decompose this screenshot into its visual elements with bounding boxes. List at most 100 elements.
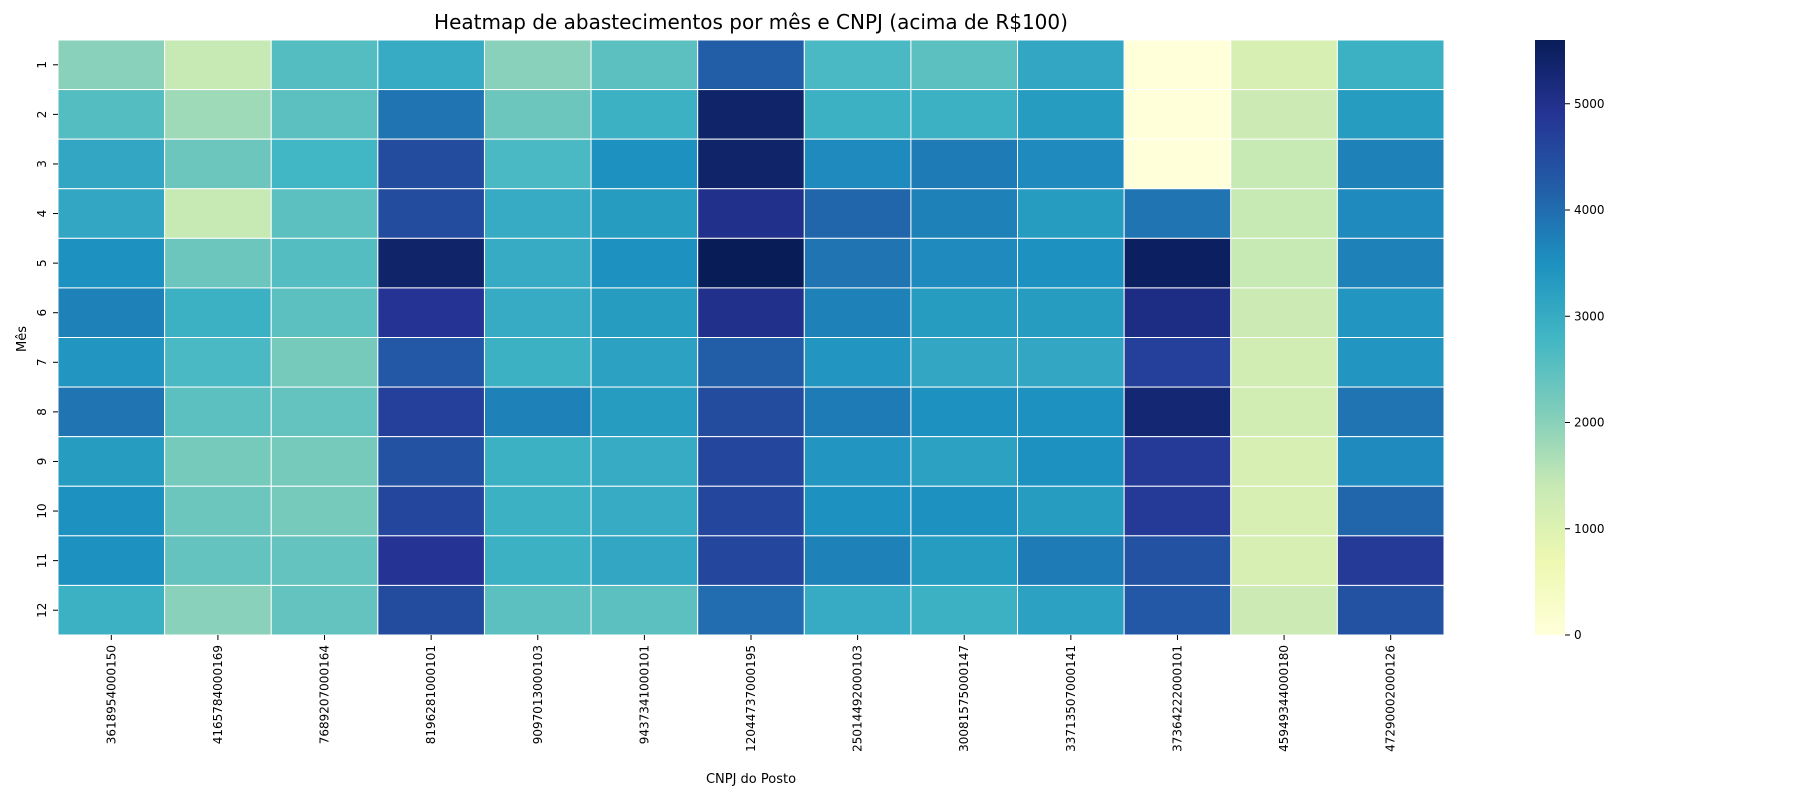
heatmap-cell bbox=[1230, 39, 1338, 91]
heatmap-cell bbox=[803, 485, 912, 537]
heatmap-cell bbox=[1230, 386, 1338, 438]
heatmap-cell bbox=[270, 485, 379, 537]
heatmap-cell bbox=[164, 89, 272, 140]
chart-title: Heatmap de abastecimentos por mês e CNPJ… bbox=[434, 10, 1068, 34]
heatmap-cell bbox=[1123, 287, 1232, 338]
heatmap-cell bbox=[377, 287, 485, 338]
heatmap-cell bbox=[910, 138, 1019, 190]
heatmap-cell bbox=[910, 89, 1019, 140]
heatmap-cell bbox=[483, 485, 592, 537]
colorbar-tick-label: 1000 bbox=[1574, 522, 1605, 536]
heatmap-cell bbox=[910, 237, 1019, 289]
heatmap-cell bbox=[270, 188, 379, 239]
heatmap-cell bbox=[1017, 386, 1125, 438]
heatmap-cell bbox=[910, 386, 1019, 438]
y-tick-label: 7 bbox=[35, 358, 49, 366]
x-tick-label: 33713507000141 bbox=[1064, 645, 1078, 752]
heatmap-cell bbox=[1230, 485, 1338, 537]
heatmap-cell bbox=[1017, 188, 1125, 239]
y-tick-label: 5 bbox=[35, 259, 49, 267]
heatmap-cell bbox=[483, 287, 592, 338]
heatmap-cell bbox=[1123, 138, 1232, 190]
heatmap-cell bbox=[697, 138, 805, 190]
heatmap-cell bbox=[377, 39, 485, 91]
heatmap-cell bbox=[1017, 436, 1125, 487]
heatmap-cell bbox=[590, 188, 699, 239]
heatmap-cell bbox=[483, 138, 592, 190]
heatmap-cell bbox=[697, 485, 805, 537]
heatmap-cell bbox=[1123, 535, 1232, 586]
heatmap-cell bbox=[483, 584, 592, 636]
heatmap-cell bbox=[377, 237, 485, 289]
x-tick-label: 37364222000101 bbox=[1170, 645, 1184, 752]
heatmap-cell bbox=[910, 436, 1019, 487]
heatmap-cell bbox=[1336, 386, 1445, 438]
heatmap-cell bbox=[483, 237, 592, 289]
heatmap-cell bbox=[590, 436, 699, 487]
heatmap-cell bbox=[1230, 436, 1338, 487]
heatmap-cell bbox=[270, 39, 379, 91]
heatmap-cell bbox=[164, 287, 272, 338]
heatmap-cell bbox=[1336, 337, 1445, 388]
heatmap-cell bbox=[803, 436, 912, 487]
heatmap-cell bbox=[270, 287, 379, 338]
heatmap-cell bbox=[270, 535, 379, 586]
heatmap-cell bbox=[1017, 337, 1125, 388]
heatmap-cell bbox=[910, 188, 1019, 239]
heatmap-cell bbox=[1017, 584, 1125, 636]
heatmap-cell bbox=[803, 287, 912, 338]
heatmap-cell bbox=[697, 188, 805, 239]
heatmap-cell bbox=[1123, 237, 1232, 289]
colorbar-tick-label: 4000 bbox=[1574, 203, 1605, 217]
heatmap-cell bbox=[1017, 485, 1125, 537]
heatmap-cell bbox=[697, 535, 805, 586]
heatmap-cell bbox=[483, 436, 592, 487]
heatmap-cell bbox=[590, 535, 699, 586]
colorbar-tick-label: 0 bbox=[1574, 628, 1582, 642]
colorbar-gradient bbox=[1535, 40, 1565, 635]
heatmap-cell bbox=[910, 485, 1019, 537]
heatmap-cell bbox=[590, 386, 699, 438]
heatmap-cell bbox=[697, 89, 805, 140]
heatmap-cell bbox=[697, 287, 805, 338]
colorbar: 0 1000 2000 3000 4000 5000 bbox=[1535, 40, 1605, 642]
heatmap-cell bbox=[1230, 337, 1338, 388]
heatmap-cell bbox=[1230, 287, 1338, 338]
heatmap-cell bbox=[1017, 535, 1125, 586]
heatmap-cell bbox=[377, 485, 485, 537]
heatmap-cell bbox=[803, 535, 912, 586]
heatmap-cell bbox=[1230, 138, 1338, 190]
heatmap-cell bbox=[377, 138, 485, 190]
heatmap-cell bbox=[483, 89, 592, 140]
heatmap-cell bbox=[1336, 89, 1445, 140]
heatmap-cell bbox=[910, 287, 1019, 338]
heatmap-cell bbox=[377, 584, 485, 636]
heatmap-cell bbox=[1336, 138, 1445, 190]
x-tick-label: 45949344000180 bbox=[1277, 645, 1291, 752]
heatmap-cell bbox=[1017, 39, 1125, 91]
x-tick-label: 3618954000150 bbox=[104, 645, 118, 744]
heatmap-cell bbox=[164, 337, 272, 388]
heatmap-cell bbox=[1230, 535, 1338, 586]
heatmap-cell bbox=[57, 287, 166, 338]
heatmap-cell bbox=[1123, 386, 1232, 438]
heatmap-cell bbox=[270, 386, 379, 438]
y-tick-label: 4 bbox=[35, 210, 49, 218]
heatmap-cell bbox=[1230, 188, 1338, 239]
heatmap-cell bbox=[57, 535, 166, 586]
heatmap-cell bbox=[697, 337, 805, 388]
heatmap-cell bbox=[697, 584, 805, 636]
heatmap-cell bbox=[590, 287, 699, 338]
heatmap-cell bbox=[377, 337, 485, 388]
heatmap-cell bbox=[164, 386, 272, 438]
heatmap-cell bbox=[590, 89, 699, 140]
heatmap-cell bbox=[483, 188, 592, 239]
y-tick-label: 9 bbox=[35, 458, 49, 466]
heatmap-cell bbox=[164, 436, 272, 487]
heatmap-cell bbox=[910, 535, 1019, 586]
heatmap-cell bbox=[57, 89, 166, 140]
heatmap-cell bbox=[910, 337, 1019, 388]
x-tick-label: 9437341000101 bbox=[637, 645, 651, 744]
heatmap-cell bbox=[57, 138, 166, 190]
